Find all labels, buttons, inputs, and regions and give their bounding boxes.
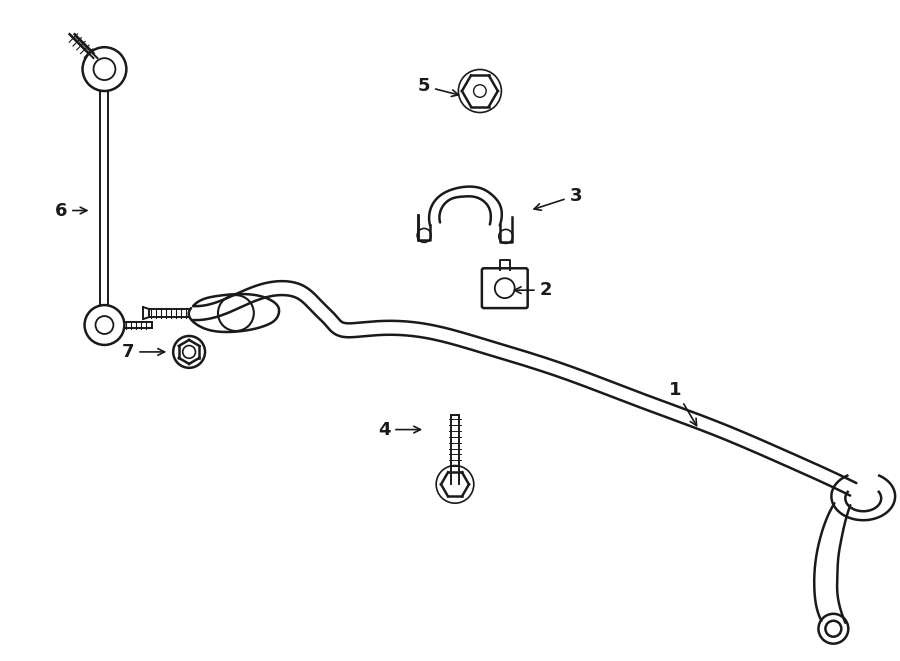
Text: 4: 4 [378, 420, 420, 439]
FancyBboxPatch shape [482, 268, 527, 308]
Text: 2: 2 [515, 281, 552, 299]
Text: 1: 1 [669, 381, 697, 426]
Text: 6: 6 [55, 202, 87, 219]
Text: 3: 3 [534, 186, 582, 210]
Text: 7: 7 [122, 343, 165, 361]
Text: 5: 5 [418, 77, 458, 97]
